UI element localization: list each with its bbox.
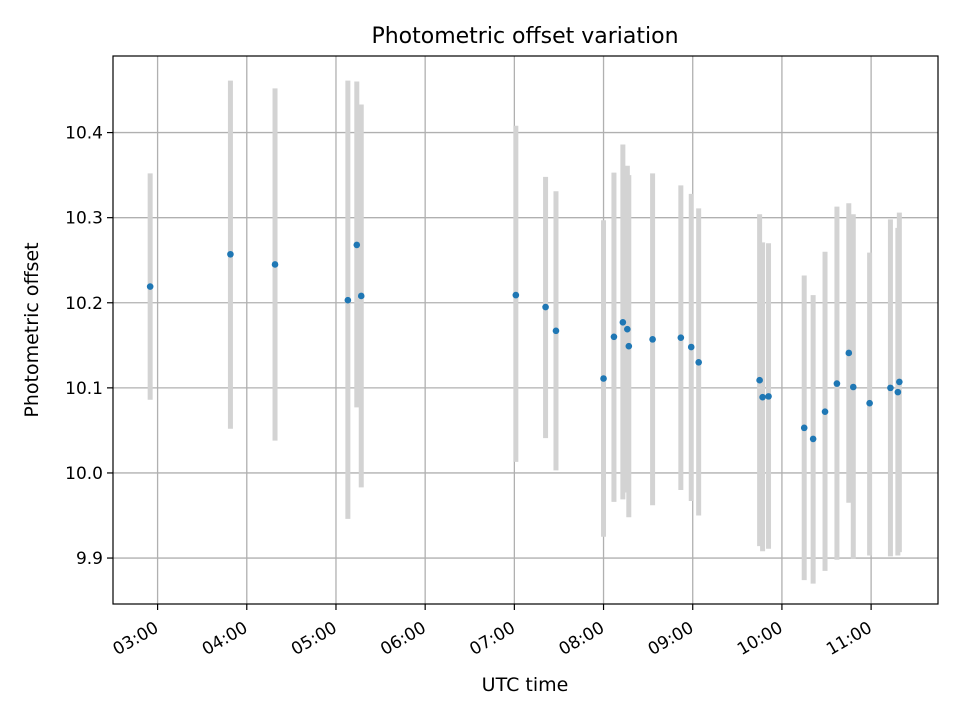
data-point [809, 435, 817, 443]
data-point [896, 378, 903, 386]
data-point [756, 376, 763, 384]
y-tick-label: 9.9 [76, 549, 103, 569]
y-tick-label: 10.1 [65, 379, 103, 399]
data-point [833, 380, 841, 387]
data-point [610, 333, 618, 341]
data-point [887, 384, 894, 392]
data-point [357, 292, 365, 300]
y-tick-label: 10.2 [65, 294, 103, 314]
x-axis-label: UTC time [482, 674, 569, 696]
data-point [849, 383, 857, 391]
data-point [800, 424, 808, 432]
data-point [344, 296, 352, 304]
data-point [542, 303, 549, 311]
data-point [687, 343, 695, 351]
data-point [271, 261, 279, 268]
data-points [146, 241, 903, 443]
data-point [821, 408, 829, 415]
data-point [512, 291, 520, 299]
data-point [600, 375, 607, 382]
data-point [649, 336, 656, 343]
data-point [619, 319, 627, 326]
data-point [146, 283, 154, 290]
data-point [353, 241, 361, 249]
data-point [759, 393, 766, 401]
y-axis-label: Photometric offset [21, 242, 43, 417]
plot-frame [112, 55, 939, 605]
data-point [894, 388, 902, 396]
y-tick-label: 10.4 [65, 124, 103, 144]
data-point [866, 399, 873, 407]
y-tick-label: 10.3 [65, 209, 103, 229]
data-point [227, 250, 234, 258]
data-point [845, 349, 853, 357]
y-tick-label: 10.0 [65, 464, 103, 484]
data-point [625, 342, 633, 350]
chart-title: Photometric offset variation [371, 24, 678, 49]
data-point [695, 359, 702, 366]
data-point [677, 334, 685, 341]
data-point [765, 393, 772, 400]
data-point [552, 327, 560, 335]
data-point [624, 325, 631, 333]
